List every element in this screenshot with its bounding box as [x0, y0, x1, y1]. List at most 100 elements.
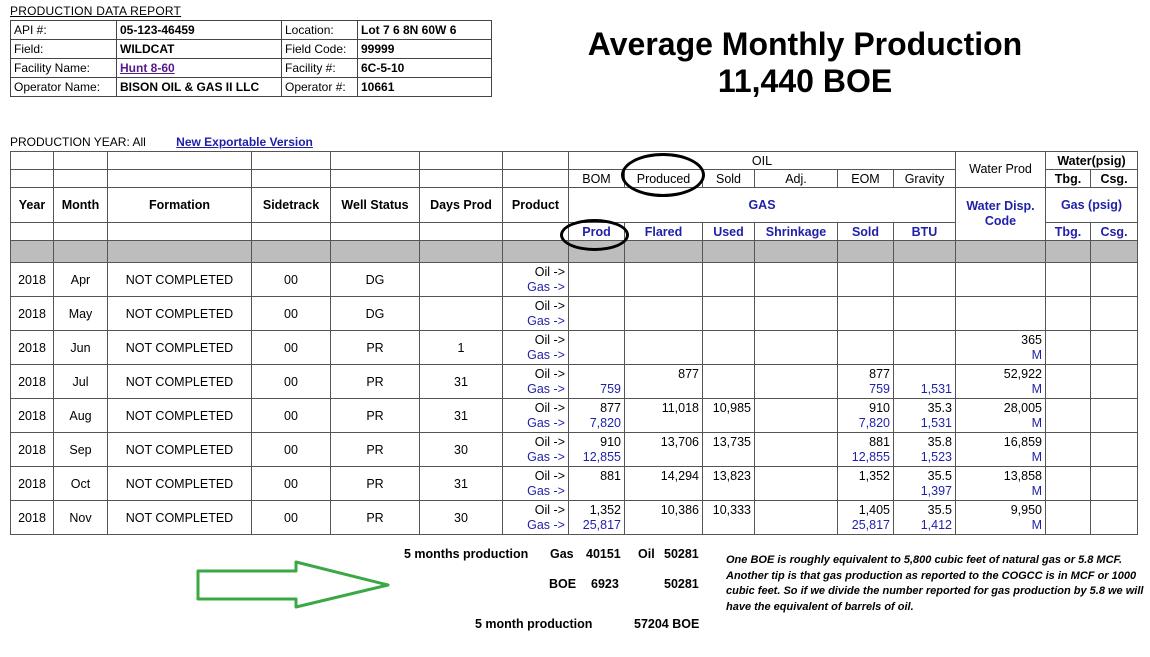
- bom-cell: 877 7,820: [568, 398, 625, 433]
- sold-cell-bottom: [706, 518, 751, 533]
- bom-cell: [568, 330, 625, 365]
- days-prod-cell: [419, 262, 503, 297]
- gas-tbg-header: Tbg.: [1045, 222, 1091, 241]
- adj-cell-bottom: [758, 348, 834, 363]
- product-cell-bottom: Gas ->: [527, 381, 565, 396]
- adj-cell-top: [758, 469, 834, 484]
- bom-cell-bottom: [572, 314, 621, 329]
- water-prod-header: Water Prod: [955, 151, 1046, 188]
- csg-cell: [1090, 500, 1138, 535]
- produced-cell-top: 14,294: [660, 468, 699, 483]
- water-cell: 28,005 M: [955, 398, 1046, 433]
- sold-cell-bottom: [706, 484, 751, 499]
- year-cell: 2018: [10, 296, 54, 331]
- formation-cell: NOT COMPLETED: [107, 262, 252, 297]
- tbg-cell: [1045, 500, 1091, 535]
- sidetrack-cell: 00: [251, 398, 331, 433]
- adj-cell: [754, 330, 838, 365]
- bom-cell: 759: [568, 364, 625, 399]
- sidetrack-cell: 00: [251, 500, 331, 535]
- adj-cell-bottom: [758, 416, 834, 431]
- product-cell-top: Oil ->: [534, 332, 565, 347]
- year-header: Year: [10, 187, 54, 223]
- summary-oil-label: Oil: [638, 547, 655, 561]
- facility-name-link[interactable]: Hunt 8-60: [120, 61, 175, 75]
- water-cell-top: [959, 265, 1042, 280]
- product-cell-top: Oil ->: [534, 502, 565, 517]
- facility-name-cell: Hunt 8-60: [116, 58, 282, 78]
- table-row: 2018 Oct NOT COMPLETED 00 PR 31 Oil -> Gas -> 88…: [10, 466, 1138, 501]
- adj-cell: [754, 364, 838, 399]
- water-cell: 365 M: [955, 330, 1046, 365]
- gravity-cell-bottom: 1,523: [920, 449, 952, 464]
- gravity-cell: 35.5 1,397: [893, 466, 956, 501]
- days-prod-cell: 31: [419, 466, 503, 501]
- tbg-cell: [1045, 466, 1091, 501]
- produced-cell-top: [628, 299, 699, 314]
- days-prod-cell: 31: [419, 364, 503, 399]
- eom-cell-top: 877: [869, 366, 890, 381]
- water-cell-top: 13,858: [1003, 468, 1042, 483]
- gravity-cell-top: 35.3: [927, 400, 952, 415]
- location-label: Location:: [281, 20, 358, 40]
- eom-cell: [837, 330, 894, 365]
- adj-cell-bottom: [758, 314, 834, 329]
- water-cell-bottom: M: [1031, 483, 1042, 498]
- sold-cell-top: [706, 299, 751, 314]
- days-prod-cell: 30: [419, 432, 503, 467]
- boe-explanation-note: One BOE is roughly equivalent to 5,800 c…: [726, 554, 1144, 613]
- csg-cell: [1090, 296, 1138, 331]
- produced-cell: 11,018: [624, 398, 703, 433]
- sold-cell-top: 13,823: [712, 468, 751, 483]
- gravity-cell: [893, 296, 956, 331]
- bom-cell: 881: [568, 466, 625, 501]
- bom-header: BOM: [568, 169, 625, 188]
- eom-cell: 1,352: [837, 466, 894, 501]
- well-status-cell: PR: [330, 500, 420, 535]
- adj-cell: [754, 432, 838, 467]
- produced-cell-bottom: [628, 484, 699, 499]
- formation-cell: NOT COMPLETED: [107, 500, 252, 535]
- gravity-cell: [893, 330, 956, 365]
- bom-cell-bottom: [572, 348, 621, 363]
- tbg-cell: [1045, 296, 1091, 331]
- produced-cell-bottom: [628, 382, 699, 397]
- gravity-cell-bottom: 1,531: [920, 381, 952, 396]
- sidetrack-cell: 00: [251, 296, 331, 331]
- month-header: Month: [53, 187, 108, 223]
- shrinkage-header: Shrinkage: [754, 222, 838, 241]
- product-cell: Oil -> Gas ->: [502, 296, 569, 331]
- well-info-table: API #: 05-123-46459 Location: Lot 7 6 8N…: [10, 20, 492, 97]
- green-arrow-icon: [196, 560, 390, 609]
- bom-cell-top: 1,352: [589, 502, 621, 517]
- tbg-cell: [1045, 398, 1091, 433]
- days-prod-cell: 1: [419, 330, 503, 365]
- product-cell: Oil -> Gas ->: [502, 262, 569, 297]
- exportable-version-link[interactable]: New Exportable Version: [176, 135, 313, 149]
- sold-cell: 13,735: [702, 432, 755, 467]
- eom-cell-bottom: 25,817: [851, 517, 890, 532]
- gravity-cell: 35.8 1,523: [893, 432, 956, 467]
- well-status-cell: PR: [330, 364, 420, 399]
- product-cell: Oil -> Gas ->: [502, 398, 569, 433]
- produced-cell: 14,294: [624, 466, 703, 501]
- water-cell-bottom: [959, 280, 1042, 295]
- product-cell-top: Oil ->: [534, 434, 565, 449]
- water-cell-bottom: M: [1031, 381, 1042, 396]
- production-year-label: PRODUCTION YEAR: All: [10, 135, 146, 149]
- table-row: 2018 Jul NOT COMPLETED 00 PR 31 Oil -> Gas -> 7…: [10, 364, 1138, 399]
- average-production-heading: Average Monthly Production 11,440 BOE: [540, 26, 1070, 100]
- bom-cell: 910 12,855: [568, 432, 625, 467]
- gravity-cell-bottom: [897, 348, 952, 363]
- eom-cell-bottom: 12,855: [851, 449, 890, 464]
- gravity-cell-top: 35.5: [927, 468, 952, 483]
- summary-gas-label: Gas: [550, 547, 574, 561]
- month-cell: Sep: [53, 432, 108, 467]
- produced-cell-bottom: [628, 450, 699, 465]
- water-cell-bottom: M: [1031, 347, 1042, 362]
- eom-cell-top: 910: [869, 400, 890, 415]
- water-cell-bottom: [959, 314, 1042, 329]
- table-row: 2018 Aug NOT COMPLETED 00 PR 31 Oil -> Gas -> 87…: [10, 398, 1138, 433]
- operator-num-label: Operator #:: [281, 77, 358, 97]
- product-cell-bottom: Gas ->: [527, 415, 565, 430]
